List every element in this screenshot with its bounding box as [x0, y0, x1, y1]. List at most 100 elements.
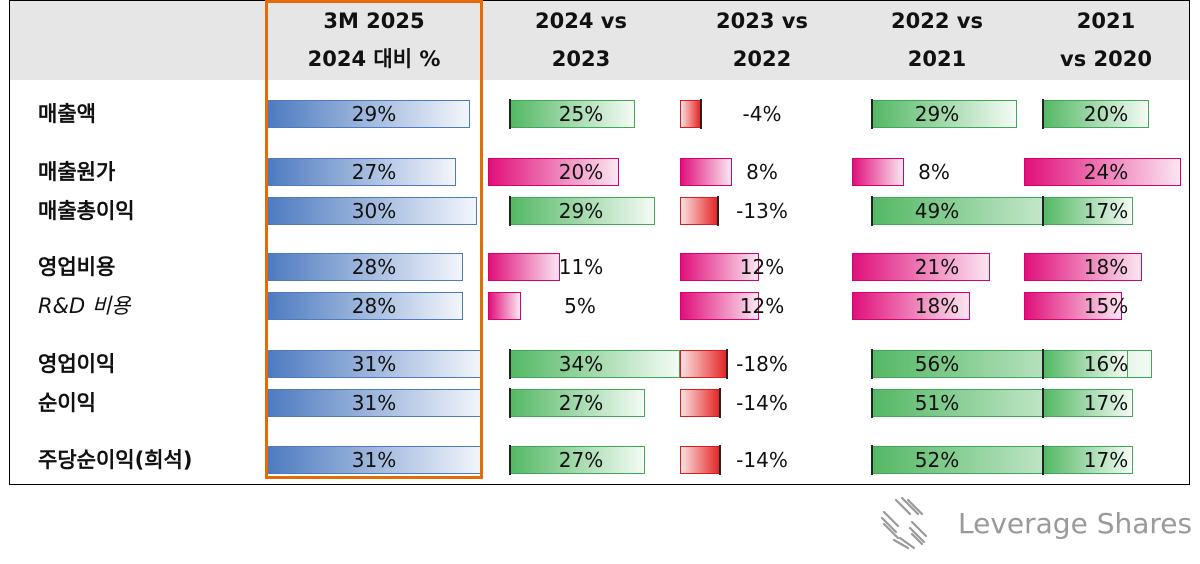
data-label: -13%: [736, 199, 788, 223]
brand-name: Leverage Shares: [958, 507, 1193, 540]
bar: [852, 158, 905, 186]
data-label: 17%: [1083, 199, 1129, 223]
data-label: 51%: [914, 391, 960, 415]
data-label: 18%: [1083, 255, 1129, 279]
bar: [1043, 389, 1134, 417]
row-label: 매출액: [38, 102, 96, 126]
data-label: 20%: [558, 160, 604, 184]
data-label: -4%: [742, 102, 782, 126]
data-label: 8%: [918, 160, 950, 184]
column-header-line: 2022: [732, 47, 792, 71]
data-label: 34%: [558, 352, 604, 376]
axis-tick: [699, 99, 702, 129]
axis-tick: [718, 388, 721, 418]
axis-tick: [509, 196, 511, 226]
bar: [1043, 350, 1128, 378]
data-label: 8%: [746, 160, 778, 184]
column-header-4: 2022 vs 2021: [847, 2, 1027, 78]
bar: [680, 350, 728, 378]
data-label: 18%: [914, 294, 960, 318]
axis-tick: [871, 99, 873, 129]
table-frame: [9, 0, 1190, 485]
data-label: -14%: [736, 391, 788, 415]
column-header-line: 2022 vs: [891, 9, 983, 33]
axis-tick: [509, 445, 511, 475]
column-header-line: 2024 vs: [535, 9, 627, 33]
axis-tick: [509, 99, 511, 129]
bar: [872, 100, 1017, 128]
column-header-2: 2024 vs 2023: [491, 2, 671, 78]
axis-tick: [1042, 196, 1044, 226]
bar: [680, 158, 733, 186]
bar: [1043, 100, 1149, 128]
bar: [680, 292, 759, 320]
header-band: [9, 0, 1190, 80]
column-header-line: 2021: [907, 47, 967, 71]
bar: [268, 350, 484, 378]
bar: [268, 389, 484, 417]
column-header-line: vs 2020: [1060, 47, 1152, 71]
data-label: -18%: [736, 352, 788, 376]
data-label: 29%: [914, 102, 960, 126]
data-label: 49%: [914, 199, 960, 223]
row-label: 주당순이익(희석): [38, 448, 193, 472]
row-label: 순이익: [38, 391, 96, 415]
bar: [268, 253, 463, 281]
bar: [1024, 158, 1182, 186]
bar: [268, 100, 470, 128]
column-header-line: 2024 대비 %: [307, 47, 441, 71]
column-header-line: 2023 vs: [716, 9, 808, 33]
bar: [510, 100, 635, 128]
bar: [510, 197, 655, 225]
axis-tick: [726, 349, 729, 379]
axis-tick: [871, 196, 873, 226]
bar: [268, 197, 477, 225]
data-label: 21%: [914, 255, 960, 279]
data-label: 31%: [351, 448, 397, 472]
bar: [680, 100, 701, 128]
row-label: 영업이익: [38, 352, 116, 376]
bar: [680, 389, 720, 417]
data-label: 16%: [1083, 352, 1129, 376]
axis-tick: [1042, 349, 1044, 379]
axis-tick: [718, 445, 721, 475]
row-label: R&D 비용: [38, 294, 131, 318]
data-label: 30%: [351, 199, 397, 223]
data-label: 12%: [739, 294, 785, 318]
data-label: 11%: [558, 255, 604, 279]
column-header-line: 2021: [1076, 9, 1136, 33]
data-label: 29%: [351, 102, 397, 126]
axis-tick: [509, 388, 511, 418]
data-label: 29%: [558, 199, 604, 223]
bar: [680, 197, 718, 225]
axis-tick: [716, 196, 719, 226]
column-header-3: 2023 vs 2022: [672, 2, 852, 78]
data-label: 56%: [914, 352, 960, 376]
row-label: 매출총이익: [38, 199, 135, 223]
bar: [1043, 197, 1134, 225]
bar: [268, 292, 463, 320]
column-header-line: 2023: [551, 47, 611, 71]
bar: [488, 292, 521, 320]
bar: [1024, 292, 1123, 320]
axis-tick: [871, 388, 873, 418]
data-label: 27%: [558, 391, 604, 415]
column-header-5: 2021 vs 2020: [1016, 2, 1196, 78]
bar: [510, 350, 680, 378]
data-label: 12%: [739, 255, 785, 279]
row-label: 매출원가: [38, 160, 116, 184]
bar: [510, 389, 645, 417]
row-label: 영업비용: [38, 255, 116, 279]
column-header-1: 3M 2025 2024 대비 %: [284, 2, 464, 78]
data-label: 17%: [1083, 448, 1129, 472]
data-label: 27%: [558, 448, 604, 472]
data-label: 31%: [351, 352, 397, 376]
axis-tick: [1042, 99, 1044, 129]
axis-tick: [509, 349, 511, 379]
column-header-line: 3M 2025: [323, 9, 425, 33]
data-label: 20%: [1083, 102, 1129, 126]
data-label: 28%: [351, 255, 397, 279]
axis-tick: [1042, 445, 1044, 475]
axis-tick: [1042, 388, 1044, 418]
data-label: -14%: [736, 448, 788, 472]
